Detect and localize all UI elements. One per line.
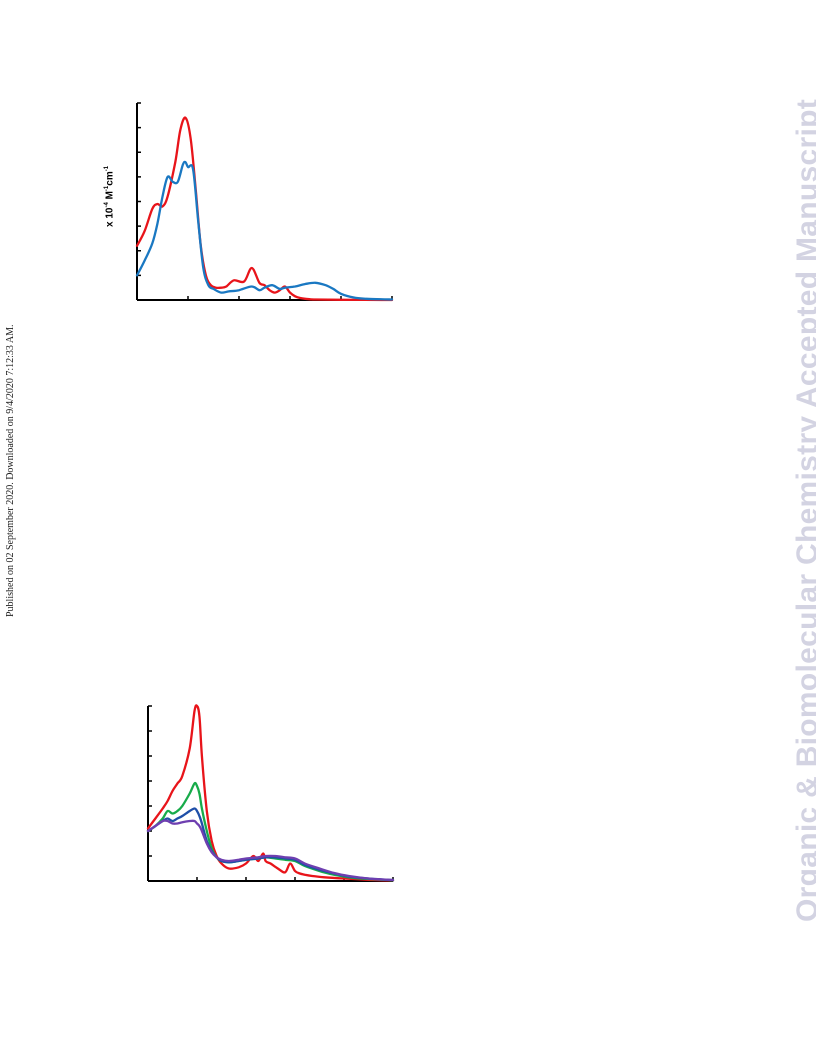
journal-watermark: Organic & Biomolecular Chemistry Accepte…	[791, 98, 816, 922]
series-line-3	[146, 807, 395, 882]
series-line-4	[146, 819, 395, 882]
absorption-spectrum-chart-bottom	[146, 704, 395, 882]
y-axis-label-top: x 10-4 M-1cm-1	[104, 165, 116, 227]
absorption-spectrum-chart-top	[135, 102, 394, 302]
publication-stamp: Published on 02 September 2020. Download…	[5, 324, 16, 618]
series-line-2	[135, 160, 394, 301]
series-line-1	[146, 704, 395, 882]
series-line-2	[146, 782, 395, 882]
series-line-1	[135, 116, 394, 302]
